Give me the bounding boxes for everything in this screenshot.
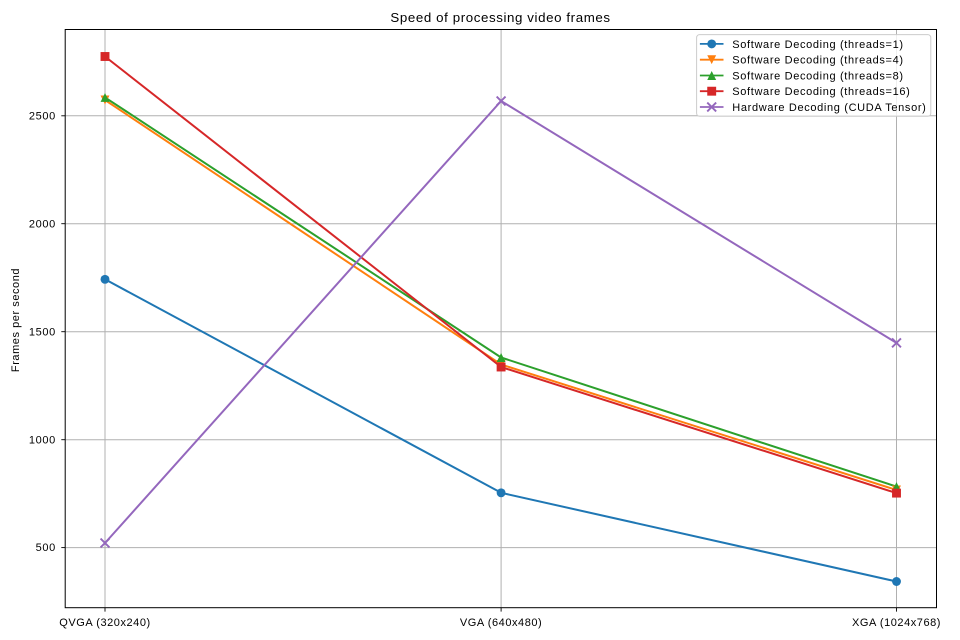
svg-text:2000: 2000 xyxy=(29,218,56,230)
svg-text:Hardware Decoding (CUDA Tensor: Hardware Decoding (CUDA Tensor) xyxy=(732,102,926,114)
svg-text:500: 500 xyxy=(36,542,56,554)
svg-text:Software Decoding (threads=4): Software Decoding (threads=4) xyxy=(732,55,903,67)
svg-text:Software Decoding (threads=16): Software Decoding (threads=16) xyxy=(732,86,910,98)
svg-text:Frames per second: Frames per second xyxy=(10,268,22,372)
svg-text:QVGA (320x240): QVGA (320x240) xyxy=(59,617,150,629)
svg-text:Software Decoding (threads=8): Software Decoding (threads=8) xyxy=(732,71,903,83)
svg-text:1000: 1000 xyxy=(29,434,56,446)
svg-text:XGA (1024x768): XGA (1024x768) xyxy=(852,617,941,629)
svg-text:2500: 2500 xyxy=(29,110,56,122)
svg-text:Speed of processing video fram: Speed of processing video frames xyxy=(390,10,610,25)
svg-text:VGA (640x480): VGA (640x480) xyxy=(460,617,542,629)
svg-text:Software Decoding (threads=1): Software Decoding (threads=1) xyxy=(732,39,903,51)
svg-text:1500: 1500 xyxy=(29,326,56,338)
